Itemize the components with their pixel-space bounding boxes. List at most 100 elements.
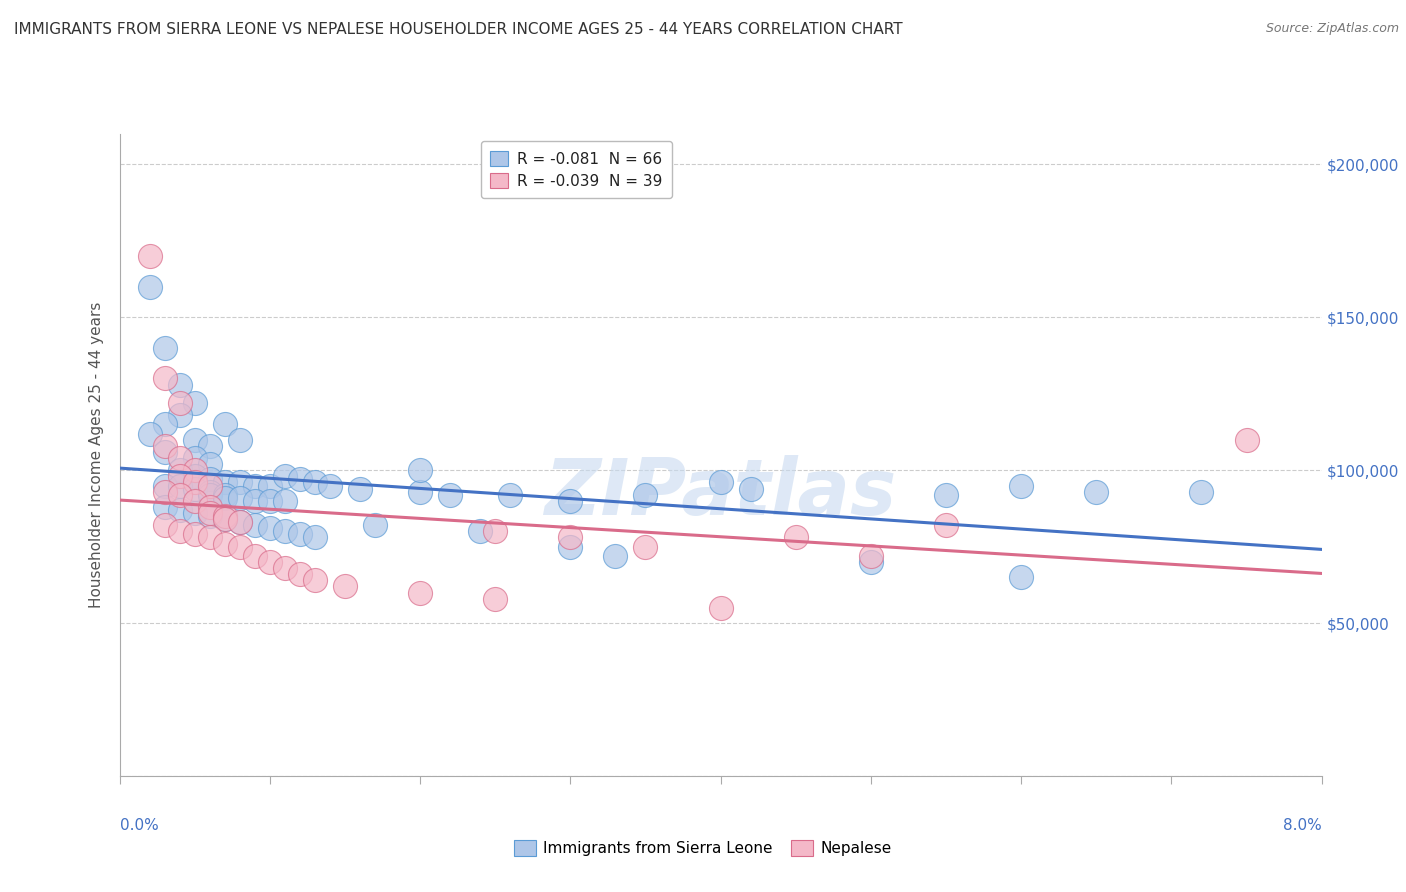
Point [484,524,506,539]
Point [169,488,191,502]
Point [499,488,522,502]
Point [439,488,461,502]
Text: IMMIGRANTS FROM SIERRA LEONE VS NEPALESE HOUSEHOLDER INCOME AGES 25 - 44 YEARS C: IMMIGRANTS FROM SIERRA LEONE VS NEPALESE… [14,22,903,37]
Point [228,540,252,554]
Point [259,555,281,569]
Point [560,540,582,554]
Point [349,482,371,496]
Point [214,512,236,526]
Point [138,426,160,441]
Point [274,493,297,508]
Point [169,450,191,465]
Point [214,417,236,432]
Text: Source: ZipAtlas.com: Source: ZipAtlas.com [1265,22,1399,36]
Point [274,469,297,483]
Point [198,506,221,520]
Point [138,279,160,293]
Point [169,478,191,492]
Point [935,488,957,502]
Point [153,417,176,432]
Point [198,457,221,471]
Point [214,512,236,526]
Point [409,463,432,477]
Point [198,439,221,453]
Point [274,561,297,575]
Point [169,524,191,539]
Point [153,484,176,499]
Point [319,478,342,492]
Point [153,439,176,453]
Point [153,445,176,459]
Point [304,574,326,588]
Y-axis label: Householder Income Ages 25 - 44 years: Householder Income Ages 25 - 44 years [89,301,104,608]
Point [409,585,432,599]
Point [169,377,191,392]
Text: ZIPatlas: ZIPatlas [544,456,897,532]
Point [198,531,221,545]
Point [859,549,882,563]
Point [198,509,221,524]
Point [198,488,221,502]
Point [183,482,205,496]
Point [183,396,205,410]
Point [214,491,236,505]
Legend: R = -0.081  N = 66, R = -0.039  N = 39: R = -0.081 N = 66, R = -0.039 N = 39 [481,142,672,198]
Point [605,549,627,563]
Point [243,493,266,508]
Point [288,567,311,582]
Point [560,531,582,545]
Point [228,433,252,447]
Point [169,503,191,517]
Point [214,509,236,524]
Point [304,475,326,490]
Point [484,591,506,606]
Point [228,515,252,529]
Point [183,450,205,465]
Point [214,488,236,502]
Point [288,527,311,541]
Point [169,396,191,410]
Point [243,549,266,563]
Point [740,482,762,496]
Point [259,478,281,492]
Point [243,478,266,492]
Point [183,433,205,447]
Point [198,500,221,514]
Point [1236,433,1258,447]
Point [243,518,266,533]
Point [288,472,311,486]
Point [634,540,657,554]
Point [259,493,281,508]
Point [214,475,236,490]
Point [198,472,221,486]
Point [183,475,205,490]
Point [560,493,582,508]
Point [274,524,297,539]
Point [409,484,432,499]
Point [228,475,252,490]
Point [228,515,252,529]
Point [304,531,326,545]
Point [153,518,176,533]
Point [198,478,221,492]
Legend: Immigrants from Sierra Leone, Nepalese: Immigrants from Sierra Leone, Nepalese [509,834,897,862]
Point [183,506,205,520]
Point [859,555,882,569]
Point [1010,478,1032,492]
Point [785,531,807,545]
Point [709,600,731,615]
Point [1085,484,1108,499]
Point [183,493,205,508]
Text: 8.0%: 8.0% [1282,818,1322,832]
Point [183,463,205,477]
Point [153,341,176,355]
Point [153,371,176,385]
Point [183,527,205,541]
Point [214,536,236,550]
Point [228,491,252,505]
Point [169,408,191,422]
Point [153,500,176,514]
Point [1189,484,1212,499]
Point [259,521,281,535]
Point [169,469,191,483]
